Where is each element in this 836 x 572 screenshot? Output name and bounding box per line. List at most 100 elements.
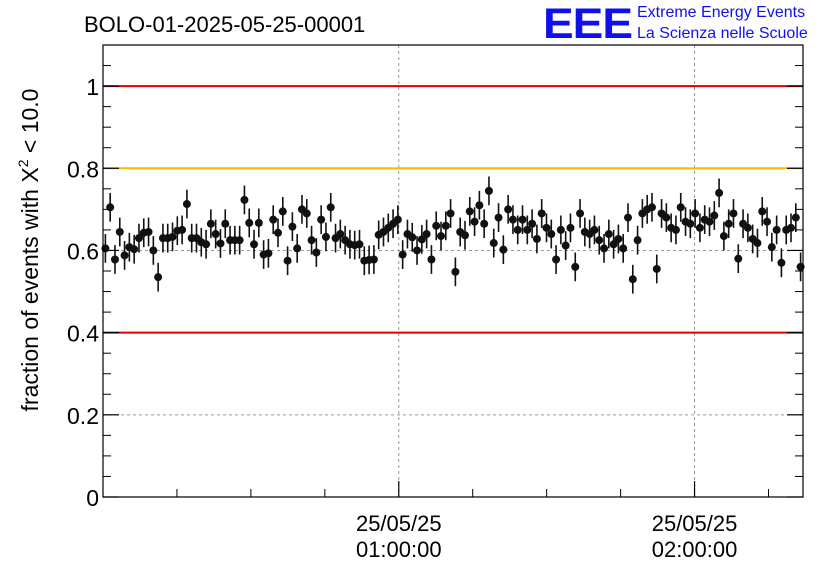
data-point (552, 255, 561, 264)
data-point (336, 230, 345, 239)
data-point (321, 232, 330, 241)
data-point (715, 188, 724, 197)
data-point (417, 235, 426, 244)
data-point (470, 217, 479, 226)
data-point (489, 239, 498, 248)
data-point (619, 244, 628, 253)
data-point (695, 223, 704, 232)
y-axis-label-prefix: fraction of events with X (17, 167, 43, 411)
data-point (513, 225, 522, 234)
data-point (719, 232, 728, 241)
data-point (518, 215, 527, 224)
data-points (101, 176, 805, 294)
data-point (178, 225, 187, 234)
data-point (393, 215, 402, 224)
y-tick-labels: 0 0.2 0.4 0.6 0.8 1 (67, 74, 99, 511)
y-tick-label: 0.6 (67, 238, 99, 264)
data-point (590, 225, 599, 234)
data-point (710, 211, 719, 220)
data-point (441, 221, 450, 230)
data-point (432, 221, 441, 230)
data-point (576, 209, 585, 218)
data-point (427, 255, 436, 264)
reference-lines (103, 85, 803, 334)
data-point (182, 200, 191, 209)
data-point (499, 245, 508, 254)
data-point (149, 246, 158, 255)
data-point (686, 219, 695, 228)
data-point (106, 203, 115, 212)
data-point (398, 250, 407, 259)
data-point (791, 213, 800, 222)
data-point (144, 227, 153, 236)
data-point (134, 234, 143, 243)
y-tick-label: 1 (86, 74, 99, 100)
data-point (283, 256, 292, 265)
plot-area (101, 44, 805, 498)
data-point (408, 233, 417, 242)
data-point (705, 217, 714, 226)
data-point (532, 234, 541, 243)
y-axis-label-suffix: < 10.0 (17, 89, 43, 160)
data-point (753, 239, 762, 248)
x-tick-label-time: 02:00:00 (652, 537, 738, 562)
data-point (528, 219, 537, 228)
data-point (110, 255, 119, 264)
data-point (595, 236, 604, 245)
data-point (494, 213, 503, 222)
chart-title: BOLO-01-2025-05-25-00001 (84, 12, 365, 37)
data-point (633, 236, 642, 245)
data-point (168, 232, 177, 241)
data-point (130, 245, 139, 254)
data-point (115, 227, 124, 236)
data-point (235, 236, 244, 245)
data-point (269, 215, 278, 224)
data-point (600, 244, 609, 253)
data-point (437, 232, 446, 241)
data-point (504, 205, 513, 214)
data-point (624, 213, 632, 222)
data-point (307, 236, 316, 245)
data-point (484, 186, 493, 195)
data-point (451, 267, 460, 276)
data-point (537, 209, 546, 218)
data-point (556, 225, 565, 234)
data-point (676, 203, 685, 212)
data-point (460, 231, 469, 240)
data-point (254, 218, 263, 227)
data-point (202, 240, 211, 249)
data-point (120, 251, 129, 260)
data-point (240, 195, 249, 204)
data-point (734, 254, 743, 263)
data-point (221, 219, 230, 228)
data-point (475, 201, 484, 210)
data-point (662, 213, 671, 222)
data-point (211, 230, 220, 239)
data-point (609, 240, 618, 249)
data-point (671, 225, 680, 234)
data-point (465, 207, 474, 216)
y-tick-label: 0 (86, 485, 99, 511)
data-point (302, 209, 311, 218)
y-tick-label: 0.2 (67, 403, 99, 429)
data-point (326, 203, 335, 212)
data-point (264, 249, 273, 258)
data-point (743, 223, 752, 232)
data-point (724, 219, 733, 228)
data-point (278, 207, 287, 216)
data-point (523, 225, 532, 234)
data-point (547, 230, 556, 239)
data-point (312, 248, 321, 257)
data-point (758, 207, 767, 216)
data-point (369, 255, 378, 264)
data-point (787, 223, 796, 232)
data-point (413, 246, 422, 255)
x-tick-label-date: 25/05/25 (652, 511, 738, 536)
logo-line-1: Extreme Energy Events (637, 4, 806, 21)
data-point (652, 264, 661, 273)
axis-ticks (103, 65, 803, 498)
y-axis-label-superscript: 2 (15, 159, 31, 167)
y-axis-label: fraction of events with X2 < 10.0 (15, 89, 43, 412)
